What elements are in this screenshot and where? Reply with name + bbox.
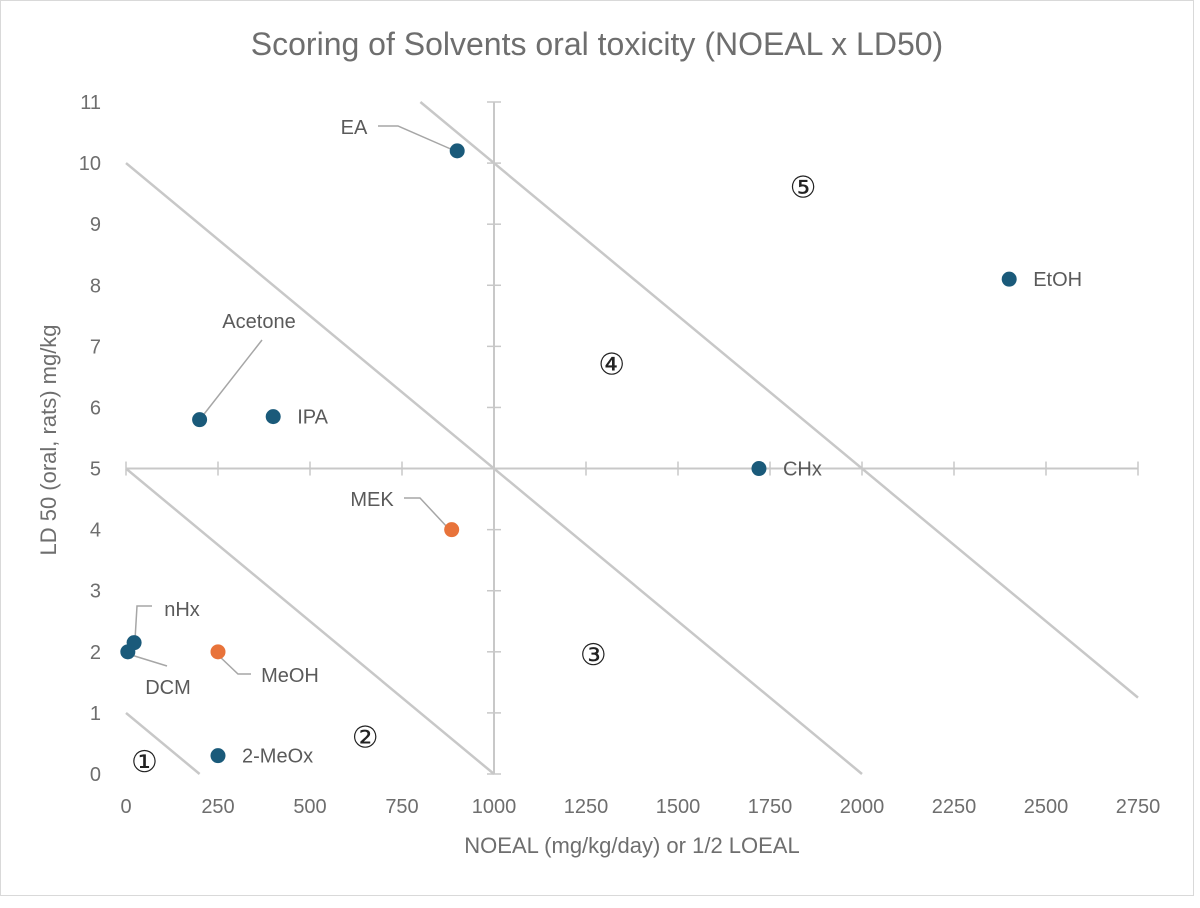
y-tick-label: 7 bbox=[90, 336, 101, 358]
data-point bbox=[210, 644, 226, 660]
chart-title: Scoring of Solvents oral toxicity (NOEAL… bbox=[250, 26, 944, 62]
data-point bbox=[210, 748, 226, 764]
y-axis-title: LD 50 (oral, rats) mg/kg bbox=[36, 324, 61, 555]
x-tick-label: 1250 bbox=[564, 796, 609, 818]
y-tick-label: 3 bbox=[90, 581, 101, 603]
x-tick-label: 0 bbox=[120, 796, 131, 818]
data-points bbox=[120, 143, 1017, 764]
point-label: EA bbox=[341, 117, 368, 139]
data-point bbox=[192, 412, 208, 428]
x-tick-label: 750 bbox=[385, 796, 418, 818]
axes: 0 250 500 750 1000 1250 1500 1750 2000 2250 2500 27… bbox=[79, 92, 1161, 818]
y-tick-label: 0 bbox=[90, 764, 101, 786]
y-tick-label: 8 bbox=[90, 275, 101, 297]
guide-line bbox=[493, 467, 863, 775]
guide-line bbox=[125, 162, 495, 470]
point-label: DCM bbox=[145, 677, 191, 699]
label-leader bbox=[134, 605, 152, 641]
x-axis-title: NOEAL (mg/kg/day) or 1/2 LOEAL bbox=[464, 833, 799, 858]
point-label: CHx bbox=[783, 459, 822, 481]
x-tick-label: 250 bbox=[201, 796, 234, 818]
label-leaders bbox=[127, 125, 454, 675]
guide-line bbox=[125, 711, 201, 775]
data-point bbox=[120, 644, 136, 660]
point-label: nHx bbox=[164, 599, 200, 621]
label-leader bbox=[217, 654, 251, 675]
x-tick-label: 2000 bbox=[840, 796, 885, 818]
y-tick-label: 2 bbox=[90, 642, 101, 664]
y-tick-label: 4 bbox=[90, 520, 101, 542]
y-tick-label: 5 bbox=[90, 459, 101, 481]
data-point bbox=[444, 522, 460, 538]
data-point bbox=[751, 461, 767, 477]
point-label: IPA bbox=[297, 407, 328, 429]
point-label: 2-MeOx bbox=[242, 746, 313, 768]
guide-line bbox=[125, 467, 495, 775]
y-tick-label: 9 bbox=[90, 214, 101, 236]
data-point bbox=[1001, 271, 1017, 287]
zone-markers: ① ② ③ ④ ⑤ bbox=[131, 171, 817, 780]
x-tick-label: 2500 bbox=[1024, 796, 1069, 818]
y-tick-label: 1 bbox=[90, 703, 101, 725]
point-labels: EA EtOH Acetone IPA CHx MEK nHx DCM MeOH 2-MeOx bbox=[145, 117, 1082, 768]
data-point bbox=[265, 409, 281, 425]
guide-lines bbox=[125, 101, 1139, 775]
x-tick-label: 1000 bbox=[472, 796, 517, 818]
y-tick-label: 6 bbox=[90, 397, 101, 419]
label-leader bbox=[404, 497, 449, 529]
y-tick-label: 11 bbox=[80, 92, 101, 114]
zone-marker: ① bbox=[131, 745, 158, 780]
x-tick-label: 1750 bbox=[748, 796, 793, 818]
point-label: Acetone bbox=[222, 311, 295, 333]
data-point bbox=[449, 143, 465, 159]
zone-marker: ⑤ bbox=[790, 171, 817, 206]
x-tick-label: 500 bbox=[293, 796, 326, 818]
guide-line bbox=[419, 101, 1139, 699]
label-leader bbox=[200, 339, 263, 419]
point-label: MeOH bbox=[261, 665, 319, 687]
point-label: EtOH bbox=[1033, 269, 1082, 291]
zone-marker: ② bbox=[352, 720, 379, 755]
y-tick-label: 10 bbox=[79, 153, 101, 175]
x-tick-label: 2250 bbox=[932, 796, 977, 818]
x-tick-label: 2750 bbox=[1116, 796, 1161, 818]
label-leader bbox=[127, 653, 168, 667]
label-leader bbox=[378, 125, 454, 151]
x-tick-label: 1500 bbox=[656, 796, 701, 818]
zone-marker: ③ bbox=[580, 638, 607, 673]
point-label: MEK bbox=[350, 489, 394, 511]
zone-marker: ④ bbox=[598, 348, 625, 383]
